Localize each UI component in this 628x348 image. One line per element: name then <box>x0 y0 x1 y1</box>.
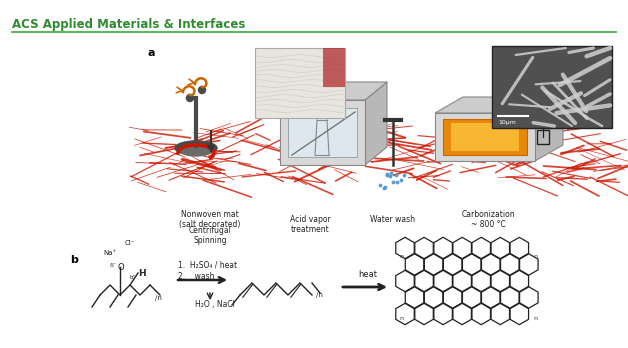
Text: H: H <box>138 269 146 278</box>
Polygon shape <box>280 82 387 100</box>
Bar <box>255 48 345 118</box>
Text: Cl⁻: Cl⁻ <box>125 240 136 246</box>
Text: Na⁺: Na⁺ <box>103 250 116 256</box>
Ellipse shape <box>181 146 211 156</box>
Polygon shape <box>535 97 563 161</box>
Text: a: a <box>148 48 156 58</box>
Text: n: n <box>533 254 538 259</box>
Text: /n: /n <box>155 295 162 301</box>
Bar <box>443 119 527 155</box>
Text: /n: /n <box>316 292 323 298</box>
Circle shape <box>198 87 205 94</box>
Text: n: n <box>399 254 403 259</box>
Text: δ⁻: δ⁻ <box>110 263 117 268</box>
Text: Nonwoven mat
(salt decorated): Nonwoven mat (salt decorated) <box>180 210 241 229</box>
Bar <box>323 48 345 87</box>
Text: 1.  H₂SO₄ / heat: 1. H₂SO₄ / heat <box>178 260 237 269</box>
Bar <box>435 113 535 161</box>
Bar <box>537 130 549 144</box>
Ellipse shape <box>175 141 217 155</box>
Text: Centrifugal
Spinning: Centrifugal Spinning <box>188 226 232 245</box>
Polygon shape <box>365 82 387 165</box>
Text: n: n <box>399 316 403 322</box>
Text: 10μm: 10μm <box>498 120 516 125</box>
Circle shape <box>187 95 193 102</box>
Text: b⁺: b⁺ <box>130 275 136 280</box>
Polygon shape <box>435 97 563 113</box>
Text: H₂O , NaCl: H₂O , NaCl <box>195 300 235 309</box>
Text: Carbonization
~ 800 °C: Carbonization ~ 800 °C <box>461 210 515 229</box>
Bar <box>280 100 365 165</box>
Text: b: b <box>70 255 78 265</box>
Bar <box>288 108 357 157</box>
Text: n: n <box>533 316 538 322</box>
Bar <box>451 123 519 151</box>
Text: Water wash: Water wash <box>371 215 416 224</box>
Text: O: O <box>117 263 124 272</box>
Text: heat: heat <box>358 270 377 279</box>
Bar <box>492 46 612 128</box>
Text: ACS Applied Materials & Interfaces: ACS Applied Materials & Interfaces <box>12 18 246 31</box>
Text: 2.    wash: 2. wash <box>178 272 215 281</box>
Text: Acid vapor
treatment: Acid vapor treatment <box>290 215 330 235</box>
